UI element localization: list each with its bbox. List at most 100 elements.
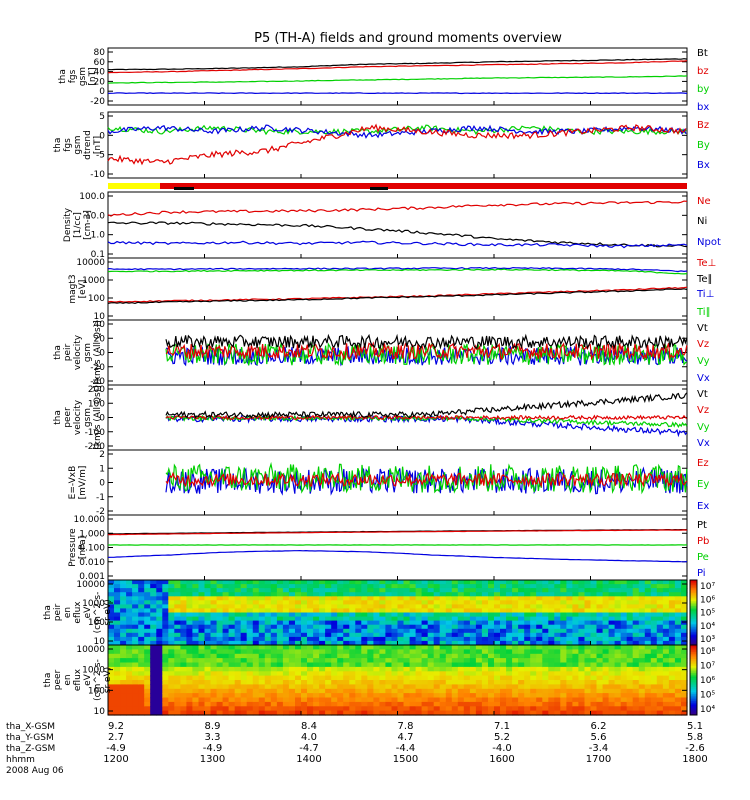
spectrogram-cell (282, 592, 290, 597)
spectrogram-cell (566, 697, 573, 703)
colorbar-step (690, 594, 697, 597)
spectrogram-cell (307, 697, 314, 703)
spectrogram-cell (644, 596, 652, 601)
spectrogram-cell (138, 662, 145, 668)
spectrogram-cell (295, 620, 302, 626)
spectrogram-cell (295, 653, 302, 659)
spectrogram-cell (246, 680, 254, 685)
series-line-ne (107, 200, 688, 217)
spectrogram-cell (524, 624, 531, 630)
spectrogram-cell (349, 632, 356, 638)
spectrogram-cell (542, 580, 549, 585)
spectrogram-cell (488, 666, 495, 672)
spectrogram-cell (198, 697, 206, 703)
colorbar-step (690, 697, 697, 700)
spectrogram-cell (276, 636, 284, 642)
spectrogram-cell (602, 620, 610, 626)
spectrogram-cell (656, 640, 664, 646)
spectrogram-cell (162, 600, 169, 605)
spectrogram-cell (349, 624, 356, 630)
spectrogram-cell (216, 666, 224, 672)
spectrogram-cell (524, 608, 531, 614)
spectrogram-cell (602, 616, 610, 622)
panel-1-ytick-label: -10 (90, 170, 105, 180)
spectrogram-cell (355, 649, 362, 655)
spectrogram-cell (644, 592, 652, 597)
spectrogram-cell (656, 693, 664, 699)
spectrogram-cell (524, 693, 531, 699)
spectrogram-cell (186, 636, 193, 642)
spectrogram-cell (584, 588, 592, 593)
spectrogram-cell (542, 666, 549, 672)
spectrogram-cell (415, 658, 423, 664)
spectrogram-cell (156, 649, 163, 655)
spectrogram-cell (307, 645, 314, 650)
spectrogram-cell (204, 671, 212, 677)
spectrogram-cell (192, 688, 199, 694)
spectrogram-cell (632, 636, 640, 642)
spectrogram-cell (572, 693, 579, 699)
spectrogram-cell (385, 616, 392, 622)
spectrogram-cell (282, 701, 290, 707)
spectrogram-cell (367, 675, 374, 681)
spectrogram-cell (596, 697, 604, 703)
spectrogram-cell (584, 604, 592, 610)
spectrogram-cell (415, 675, 423, 681)
spectrogram-cell (427, 666, 435, 672)
spectrogram-cell (385, 604, 392, 610)
spectrogram-cell (433, 662, 441, 668)
spectrogram-cell (319, 675, 326, 681)
colorbar-step (690, 606, 697, 609)
spectrogram-cell (319, 684, 326, 690)
spectrogram-cell (144, 680, 151, 685)
series-line-npot (107, 240, 688, 249)
spectrogram-cell (512, 684, 519, 690)
spectrogram-cell (385, 701, 392, 707)
spectrogram-cell (240, 710, 248, 716)
spectrogram-cell (644, 658, 652, 664)
spectrogram-cell (578, 584, 585, 589)
xaxis-row-label: tha_X-GSM (6, 722, 55, 732)
spectrogram-cell (451, 584, 459, 589)
xaxis-value: -4.9 (106, 743, 126, 754)
spectrogram-cell (282, 600, 290, 605)
spectrogram-cell (614, 645, 622, 650)
spectrogram-cell (264, 580, 272, 585)
spectrogram-cell (180, 706, 187, 712)
spectrogram-cell (445, 653, 453, 659)
spectrogram-cell (385, 693, 392, 699)
spectrogram-cell (578, 640, 585, 646)
series-line-bt (107, 58, 688, 71)
spectrogram-cell (234, 640, 242, 646)
spectrogram-cell (506, 588, 513, 593)
spectrogram-cell (457, 710, 465, 716)
spectrogram-cell (656, 658, 664, 664)
spectrogram-cell (488, 675, 495, 681)
spectrogram-cell (307, 653, 314, 659)
spectrogram-cell (144, 604, 151, 610)
spectrogram-cell (457, 666, 465, 672)
spectrogram-cell (662, 706, 670, 712)
spectrogram-cell (445, 701, 453, 707)
spectrogram-cell (282, 675, 290, 681)
spectrogram-cell (457, 636, 465, 642)
spectrogram-cell (120, 616, 127, 622)
spectrogram-cell (608, 680, 616, 685)
spectrogram-cell (524, 684, 531, 690)
spectrogram-cell (439, 588, 447, 593)
spectrogram-cell (325, 592, 332, 597)
spectrogram-cell (325, 671, 332, 677)
spectrogram-cell (596, 620, 604, 626)
spectrogram-cell (313, 697, 320, 703)
spectrogram-cell (614, 658, 622, 664)
spectrogram-cell (174, 671, 181, 677)
spectrogram-cell (403, 584, 411, 589)
spectrogram-cell (415, 666, 423, 672)
spectrogram-cell (114, 671, 121, 677)
spectrogram-cell (644, 706, 652, 712)
spectrogram-cell (500, 649, 507, 655)
spectrogram-cell (638, 688, 646, 694)
spectrogram-cell (216, 680, 224, 685)
spectrogram-cell (108, 616, 115, 622)
spectrogram-cell (319, 620, 326, 626)
